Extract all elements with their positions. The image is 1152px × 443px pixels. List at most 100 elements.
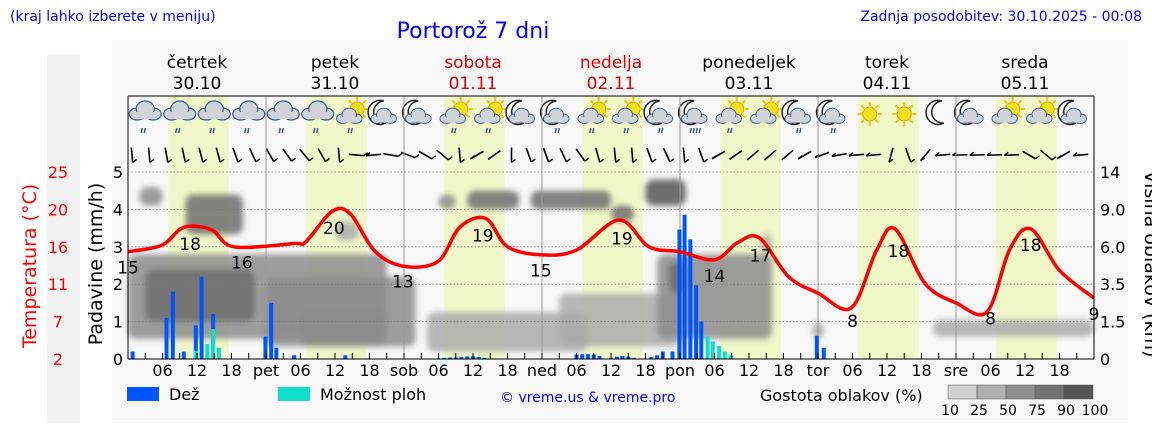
wind-barb-flag [273,157,279,163]
wind-barb-shaft [164,147,169,163]
wind-barb-shaft [317,148,327,162]
cloud-cell [467,190,519,210]
x-tick-label: 06 [152,361,172,380]
wind-barb-shaft [337,147,341,163]
cloud-body [687,117,702,123]
x-tick-label: ned [527,361,557,380]
cloud-shape [301,100,335,121]
location-hint[interactable]: (kraj lahko izberete v meniju) [10,9,216,25]
wind-barb-shaft [888,147,894,163]
rain-bar [170,291,175,359]
wind-barb [763,149,777,161]
showers-bar [705,336,710,359]
wind-barb [920,148,931,162]
wind-barb-flag [865,152,871,157]
rain-bar [677,229,682,359]
wind-barb-flag [746,156,752,161]
wind-barb [198,147,208,163]
wind-barb [904,147,916,163]
cloud-cell [300,312,387,347]
wind-barb-flag [291,157,296,162]
rain-drop [830,127,833,134]
wind-barb [630,147,638,164]
rain-bar [181,351,186,359]
rain-drop [209,127,212,134]
wind-barb-shaft [181,147,187,163]
density-tick-label: 100 [1082,403,1109,419]
cloud-rain-icon [232,100,266,134]
wind-barb-flag [431,155,437,160]
cloud-rain-icon [128,100,162,134]
rain-bar [682,214,687,359]
wind-barb-shaft [1022,150,1036,160]
wind-barb [418,150,437,160]
wind-barb-flag [1035,155,1040,160]
rain-drop [554,127,557,134]
sun-cloud-rain-icon [335,97,370,134]
cloud-shape [818,107,846,124]
weather-icons-row [128,97,1088,134]
rain-drop [623,127,626,134]
wind-barb [383,152,403,158]
cloud-cell [335,221,358,241]
wind-barb [888,147,894,163]
wind-barb-shaft [1004,153,1020,157]
sun-ray [895,118,900,124]
sun-ray [1038,99,1043,105]
cloud-shape [439,107,467,124]
wind-barb-shaft [418,150,433,160]
wind-barb-flag [530,158,536,163]
wind-barb [729,150,743,160]
wind-barb-shaft [282,148,293,162]
credit-link[interactable]: © vreme.us & vreme.pro [500,390,675,406]
showers-bar [717,345,722,359]
rain-drop [454,127,457,134]
wind-barb-flag [202,158,208,163]
temp-label: 15 [530,262,552,282]
precip-tick-label: 4 [113,200,123,219]
wind-barb-shaft [542,147,550,163]
sun-cloud-rain-icon [715,97,749,134]
cloud-height-tick-label: 14 [1100,163,1120,182]
rain-bar [482,357,487,359]
temp-axis-panel [47,55,80,423]
wind-barb-flag [599,158,605,163]
temp-label: 16 [231,253,253,273]
sun-ray [741,99,746,105]
wind-barb-flag [167,158,173,163]
cloud-shape [991,107,1019,124]
wind-barb [487,150,501,160]
wind-barb-flag [669,158,675,163]
rain-bar [465,356,470,359]
wind-barb [181,147,190,163]
x-tick-label: 18 [635,361,655,380]
wind-barb-flag [447,156,453,161]
wind-barb-flag [1072,152,1078,157]
wind-barb-flag [934,152,940,157]
sun-ray [909,118,914,124]
sun-ray [1017,113,1022,119]
cloud-height-tick-label: 1.5 [1100,313,1125,332]
cloud-density-scale: 10 25 50 75 90 100 [941,384,1109,419]
day-name: sobota [444,53,502,73]
showers-bar [211,329,216,359]
moon-cloud-rain-icon [643,99,674,134]
wind-barb [436,149,453,161]
cloud-cell [933,319,1094,337]
showers-bar [722,351,727,359]
wind-barb [130,147,138,164]
temperature-line [127,206,1096,317]
rain-drop [178,127,181,134]
day-date: 05.11 [1001,74,1050,94]
cloud-shape [784,107,812,124]
cloud-cell [611,205,634,222]
cloud-shape [232,100,266,121]
rain-drop [695,127,698,134]
x-tick-label: 12 [325,361,345,380]
x-tick-label: 06 [980,361,1000,380]
wind-barb-shaft [299,148,310,162]
cloud-body [376,117,391,123]
sun-ray [1052,99,1057,105]
showers-bar [710,341,715,359]
